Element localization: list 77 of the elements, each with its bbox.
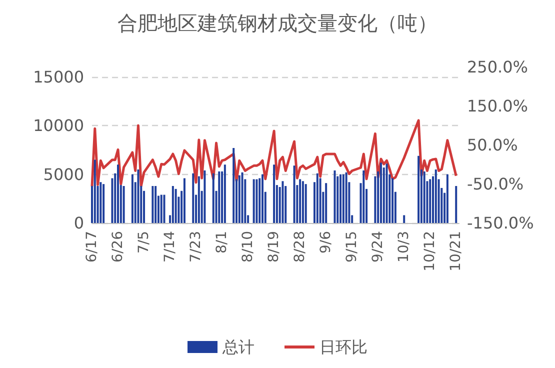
y-tick-label: 15000	[33, 68, 84, 86]
x-tick-label: 8/1	[214, 231, 230, 254]
bar	[212, 173, 214, 223]
bar	[198, 176, 200, 223]
bar	[446, 174, 448, 223]
bar	[429, 179, 432, 223]
x-tick-label: 10/21	[448, 231, 464, 272]
line-series	[90, 119, 458, 188]
chart-title: 合肥地区建筑钢材成交量变化（吨）	[118, 11, 438, 35]
bar	[293, 166, 296, 223]
bar	[252, 179, 255, 223]
bar	[423, 171, 426, 223]
y2-tick-label: 50.0%	[467, 136, 518, 154]
bar	[299, 179, 302, 223]
y2-tick-label: 150.0%	[467, 96, 528, 116]
legend-label: 总计	[222, 338, 254, 356]
y2-tick-label: -150.0%	[467, 214, 534, 232]
bar	[160, 194, 162, 223]
x-tick-label: 7/5	[136, 231, 152, 254]
x-tick-label: 8/19	[266, 231, 282, 262]
bar	[455, 186, 458, 223]
bar	[386, 164, 388, 223]
x-tick-label: 10/12	[422, 231, 438, 272]
bar	[418, 156, 420, 223]
bar	[154, 186, 157, 223]
bar	[94, 160, 96, 223]
bar	[325, 183, 328, 223]
bar	[232, 148, 235, 223]
bar	[224, 164, 226, 223]
bar	[122, 186, 125, 223]
bar	[403, 215, 406, 223]
x-tick-label: 10/3	[396, 231, 412, 262]
bar	[218, 171, 220, 223]
bar	[131, 174, 134, 223]
x-tick-label: 9/6	[318, 230, 334, 254]
x-tick-label: 7/23	[188, 231, 204, 262]
bar	[163, 194, 166, 223]
bar	[316, 173, 318, 223]
bar	[102, 184, 105, 223]
bar	[302, 181, 304, 223]
bar	[152, 186, 154, 223]
x-tick-label: 6/26	[110, 230, 126, 262]
y-tick-label: 5000	[43, 164, 84, 184]
x-tick-label: 9/24	[370, 230, 386, 262]
bar	[117, 164, 120, 223]
bar	[334, 170, 336, 223]
bar	[362, 170, 365, 223]
x-tick-label: 6/17	[84, 231, 100, 262]
y-tick-label: 0	[74, 214, 84, 232]
bar	[345, 172, 348, 223]
x-tick-label: 9/15	[344, 231, 360, 262]
bar	[282, 181, 284, 223]
bar	[100, 182, 102, 223]
bar	[273, 164, 276, 223]
bar	[241, 172, 244, 223]
bar	[174, 188, 177, 223]
y2-tick-label: 250.0%	[467, 58, 528, 76]
bar	[380, 162, 382, 223]
x-tick-label: 8/28	[292, 231, 308, 262]
bar	[172, 186, 174, 223]
x-tick-label: 8/10	[240, 231, 256, 262]
bar	[183, 178, 186, 223]
bar	[434, 169, 437, 223]
x-tick-label: 7/14	[162, 230, 178, 262]
bar	[340, 174, 342, 223]
bar	[304, 184, 307, 223]
y2-tick-label: -50.0%	[467, 174, 524, 194]
y-tick-label: 10000	[33, 116, 84, 136]
bar	[238, 175, 240, 223]
bar	[204, 170, 206, 223]
bar	[258, 178, 261, 223]
bar	[137, 169, 140, 223]
bar	[261, 174, 264, 223]
bar	[342, 174, 344, 223]
bar	[192, 173, 194, 223]
bar	[392, 178, 394, 223]
legend-label: 日环比	[320, 338, 368, 356]
